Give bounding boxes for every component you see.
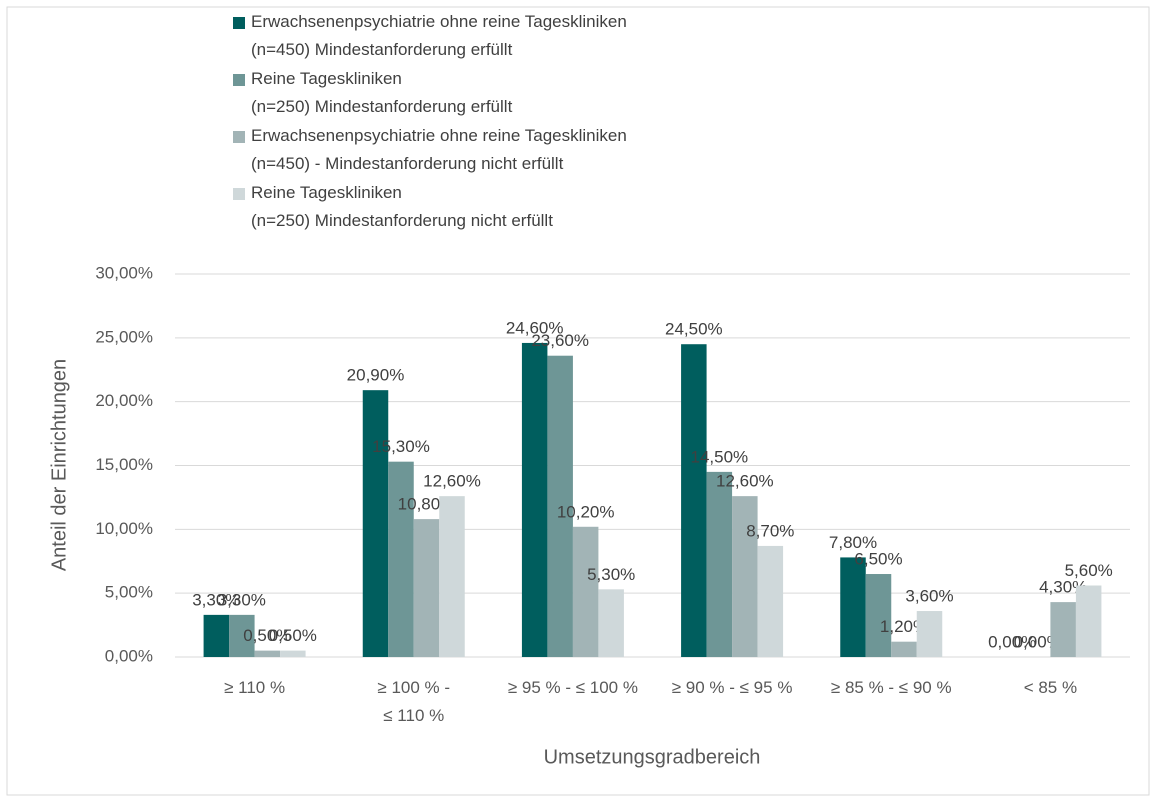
data-label: 23,60% [531,331,589,350]
data-label: 14,50% [690,447,748,466]
bar [203,614,230,657]
x-tick-label: ≥ 100 % - ≤ 110 % [377,678,451,725]
bar [916,611,943,657]
bar [254,650,281,657]
bar [280,650,306,657]
legend-label: Reine Tageskliniken (n=250) Mindestanfor… [251,183,553,230]
bar [521,342,548,657]
y-axis-title: Anteil der Einrichtungen [48,359,70,571]
data-label: 0,50% [269,626,317,645]
bar [229,614,255,657]
bar [757,545,784,657]
y-tick-label: 5,00% [105,583,153,602]
legend-swatch [233,131,245,143]
bar [840,557,866,657]
data-label: 3,60% [905,587,953,606]
legend-swatch [233,17,245,29]
bar [362,390,389,657]
data-label: 12,60% [716,472,774,491]
bar [439,496,465,657]
legend-label: Erwachsenenpsychiatrie ohne reine Tagesk… [251,12,627,59]
data-label: 1,20% [880,617,928,636]
legend-item: Reine Tageskliniken (n=250) Mindestanfor… [233,65,627,122]
bar [732,496,758,657]
bar [706,471,733,657]
bar [413,519,440,657]
bar [681,344,707,657]
x-tick-label: ≥ 85 % - ≤ 90 % [830,678,952,697]
data-label: 15,30% [372,437,430,456]
data-label: 4,30% [1039,578,1087,597]
legend-item: Erwachsenenpsychiatrie ohne reine Tagesk… [233,8,627,65]
legend: Erwachsenenpsychiatrie ohne reine Tagesk… [233,8,627,236]
bar [572,526,599,657]
data-label: 20,90% [347,366,405,385]
bar [1075,585,1102,657]
legend-item: Erwachsenenpsychiatrie ohne reine Tagesk… [233,122,627,179]
y-tick-label: 10,00% [95,519,153,538]
x-axis-title: Umsetzungsgradbereich [544,746,761,768]
data-label: 7,80% [829,533,877,552]
data-label: 24,60% [506,318,564,337]
bar [388,461,414,657]
x-tick-label: ≥ 95 % - ≤ 100 % [507,678,638,697]
y-tick-label: 25,00% [95,327,153,346]
legend-item: Reine Tageskliniken (n=250) Mindestanfor… [233,179,627,236]
data-label: 0,50% [243,626,291,645]
y-tick-label: 0,00% [105,646,153,665]
data-label: 0,00% [988,632,1036,651]
bar [865,574,892,657]
data-label: 5,30% [587,565,635,584]
y-tick-label: 20,00% [95,391,153,410]
data-label: 10,20% [557,502,615,521]
y-tick-label: 15,00% [95,455,153,474]
bar [598,589,624,657]
bar [891,641,917,657]
y-tick-label: 30,00% [95,263,153,282]
bar [547,355,573,657]
x-tick-label: < 85 % [1023,678,1078,697]
data-label: 3,30% [218,590,266,609]
legend-swatch [233,188,245,200]
data-label: 6,50% [854,550,902,569]
x-tick-label: ≥ 90 % - ≤ 95 % [671,678,793,697]
legend-label: Reine Tageskliniken (n=250) Mindestanfor… [251,69,513,116]
x-tick-label: ≥ 110 % [224,678,286,697]
legend-label: Erwachsenenpsychiatrie ohne reine Tagesk… [251,126,627,173]
data-label: 0,00% [1014,632,1062,651]
legend-swatch [233,74,245,86]
data-label: 3,30% [192,590,240,609]
data-label: 12,60% [423,472,481,491]
bar [1050,602,1076,657]
data-label: 8,70% [746,521,794,540]
data-label: 24,50% [665,320,723,339]
data-label: 5,60% [1065,561,1113,580]
chart-border [6,6,1150,796]
